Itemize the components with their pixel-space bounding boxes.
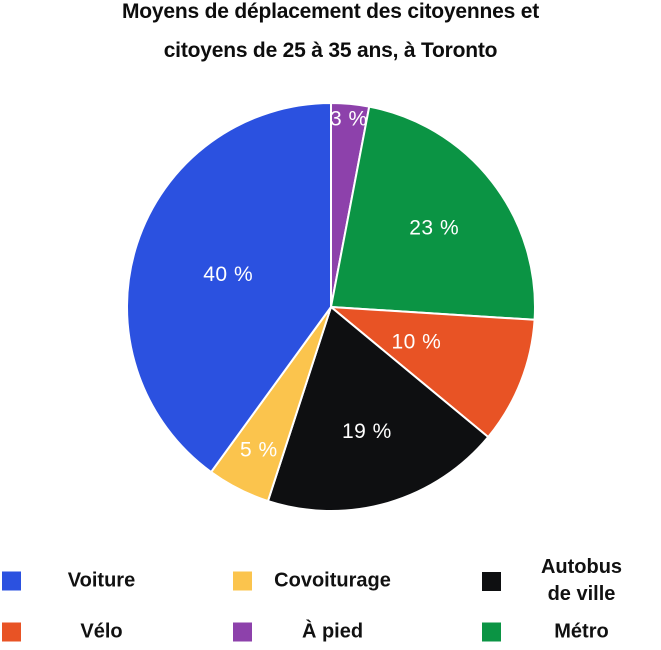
pie-slice-metro	[330, 105, 536, 321]
chart-title: Moyens de déplacement des citoyennes et …	[0, 0, 661, 70]
pie-slice-label-metro: 23 %	[409, 217, 459, 240]
pie-slice-velo	[330, 306, 536, 439]
pie-slice-label-velo: 10 %	[391, 330, 441, 353]
pie-slice-label-a-pied: 3 %	[330, 108, 368, 131]
chart-title-line-1: Moyens de déplacement des citoyennes et	[121, 0, 539, 23]
chart-title-line-2: citoyens de 25 à 35 ans, à Toronto	[163, 39, 498, 62]
pie-slice-label-autobus-de-ville: 19 %	[342, 420, 392, 443]
pie-slice-voiture	[126, 102, 332, 474]
pie-slice-autobus-de-ville	[266, 306, 490, 512]
pie-slice-label-covoiturage: 5 %	[240, 438, 278, 461]
pie-slice-label-voiture: 40 %	[203, 263, 253, 286]
